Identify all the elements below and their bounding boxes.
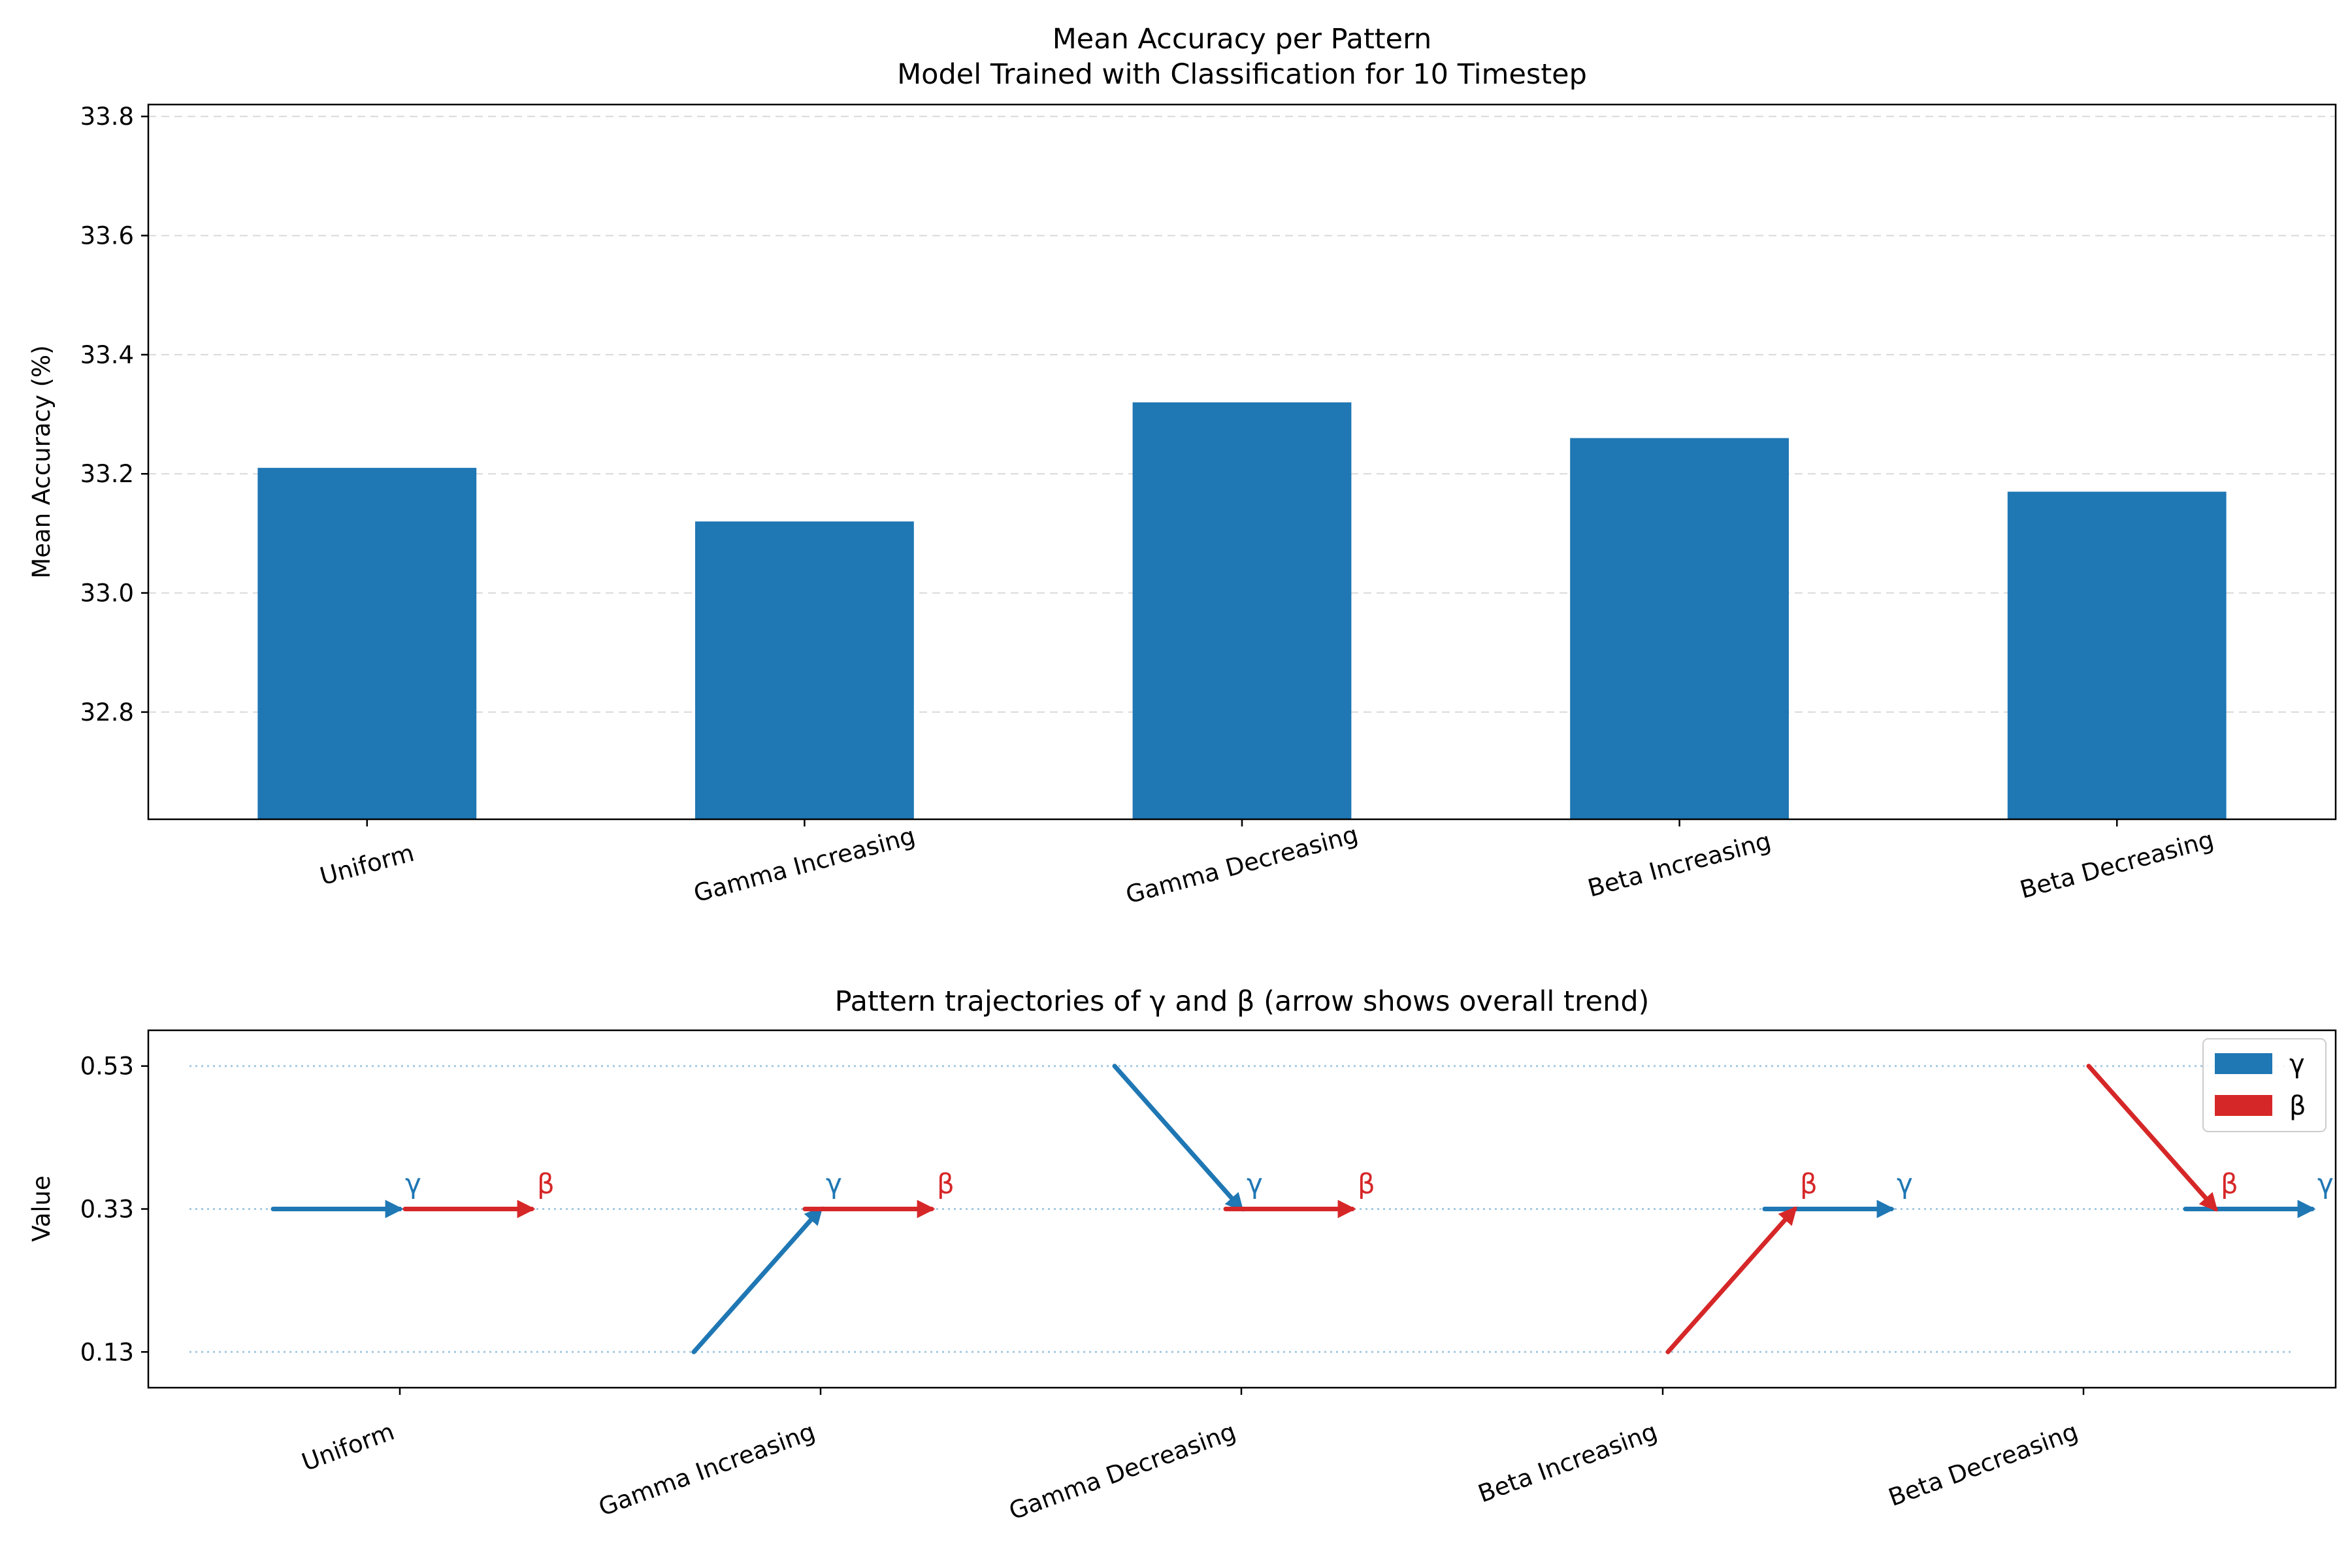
accuracy-bar-chart: Mean Accuracy per Pattern Model Trained … bbox=[27, 23, 2337, 909]
top-gridlines bbox=[148, 116, 2336, 713]
trajectory-arrows: γ γ γ γ γ β β β β β bbox=[270, 1064, 2334, 1354]
legend-label-gamma: γ bbox=[2289, 1049, 2305, 1079]
top-y-tick-label: 32.8 bbox=[80, 698, 134, 727]
arrow-gamma-gamma-increasing bbox=[691, 1206, 823, 1354]
legend-swatch-gamma bbox=[2215, 1053, 2272, 1074]
top-y-ticks: 32.8 33.0 33.2 33.4 33.6 33.8 bbox=[80, 103, 148, 727]
arrow-label-gamma: γ bbox=[1897, 1168, 1913, 1200]
top-y-tick-label: 33.8 bbox=[80, 103, 134, 131]
bottom-x-tick-label: Beta Decreasing bbox=[1885, 1417, 2082, 1512]
bar-uniform bbox=[257, 468, 477, 819]
top-x-tick-label: Beta Increasing bbox=[1585, 826, 1774, 902]
top-x-tick-label: Beta Decreasing bbox=[2017, 825, 2217, 904]
top-y-tick-label: 33.0 bbox=[80, 580, 134, 608]
legend-label-beta: β bbox=[2289, 1091, 2306, 1121]
bar-gamma-increasing bbox=[695, 521, 914, 819]
arrow-label-beta: β bbox=[1800, 1168, 1818, 1200]
arrow-beta-beta-decreasing bbox=[2086, 1064, 2218, 1212]
top-y-axis-label: Mean Accuracy (%) bbox=[27, 345, 56, 578]
arrow-beta-beta-increasing bbox=[1665, 1206, 1797, 1354]
bottom-x-tick-label: Gamma Increasing bbox=[595, 1417, 819, 1522]
chart-title: Mean Accuracy per Pattern bbox=[1053, 23, 1432, 56]
top-y-tick-label: 33.2 bbox=[80, 460, 134, 488]
bottom-y-tick-label: 0.53 bbox=[80, 1053, 134, 1081]
bar-gamma-decreasing bbox=[1132, 402, 1352, 819]
bottom-x-ticks: Uniform Gamma Increasing Gamma Decreasing B… bbox=[298, 1388, 2085, 1526]
arrow-label-gamma: γ bbox=[826, 1168, 842, 1200]
top-x-tick-label: Gamma Increasing bbox=[691, 822, 918, 908]
legend-box bbox=[2202, 1038, 2327, 1132]
legend-swatch-beta bbox=[2215, 1095, 2272, 1116]
top-y-tick-label: 33.4 bbox=[80, 341, 134, 369]
arrow-label-beta: β bbox=[2221, 1168, 2238, 1200]
arrow-gamma-gamma-decreasing bbox=[1112, 1064, 1244, 1212]
arrow-label-beta: β bbox=[1358, 1168, 1375, 1200]
bottom-x-tick-label: Beta Increasing bbox=[1475, 1417, 1661, 1508]
arrow-label-gamma: γ bbox=[2317, 1168, 2334, 1200]
bottom-y-tick-label: 0.33 bbox=[80, 1196, 134, 1224]
top-bars bbox=[257, 402, 2227, 819]
bottom-y-tick-label: 0.13 bbox=[80, 1338, 134, 1366]
top-y-tick-label: 33.6 bbox=[80, 222, 134, 250]
bar-beta-increasing bbox=[1570, 438, 1789, 819]
bottom-y-axis-label: Value bbox=[27, 1175, 56, 1242]
top-x-tick-label: Uniform bbox=[317, 839, 417, 891]
top-x-tick-label: Gamma Decreasing bbox=[1123, 820, 1361, 909]
arrow-label-gamma: γ bbox=[1247, 1168, 1263, 1200]
arrow-label-gamma: γ bbox=[405, 1168, 421, 1200]
arrow-label-beta: β bbox=[937, 1168, 955, 1200]
legend: γ β bbox=[2202, 1038, 2327, 1132]
bottom-y-ticks: 0.13 0.33 0.53 bbox=[80, 1053, 148, 1366]
trajectory-title: Pattern trajectories of γ and β (arrow s… bbox=[835, 985, 1650, 1018]
bottom-x-tick-label: Gamma Decreasing bbox=[1005, 1417, 1239, 1526]
trajectory-chart: Pattern trajectories of γ and β (arrow s… bbox=[27, 985, 2337, 1526]
chart-subtitle: Model Trained with Classification for 10… bbox=[897, 58, 1587, 91]
top-x-ticks: Uniform Gamma Increasing Gamma Decreasing B… bbox=[317, 819, 2217, 909]
bottom-x-tick-label: Uniform bbox=[298, 1417, 398, 1477]
bar-beta-decreasing bbox=[2007, 491, 2227, 819]
arrow-label-beta: β bbox=[537, 1168, 555, 1200]
